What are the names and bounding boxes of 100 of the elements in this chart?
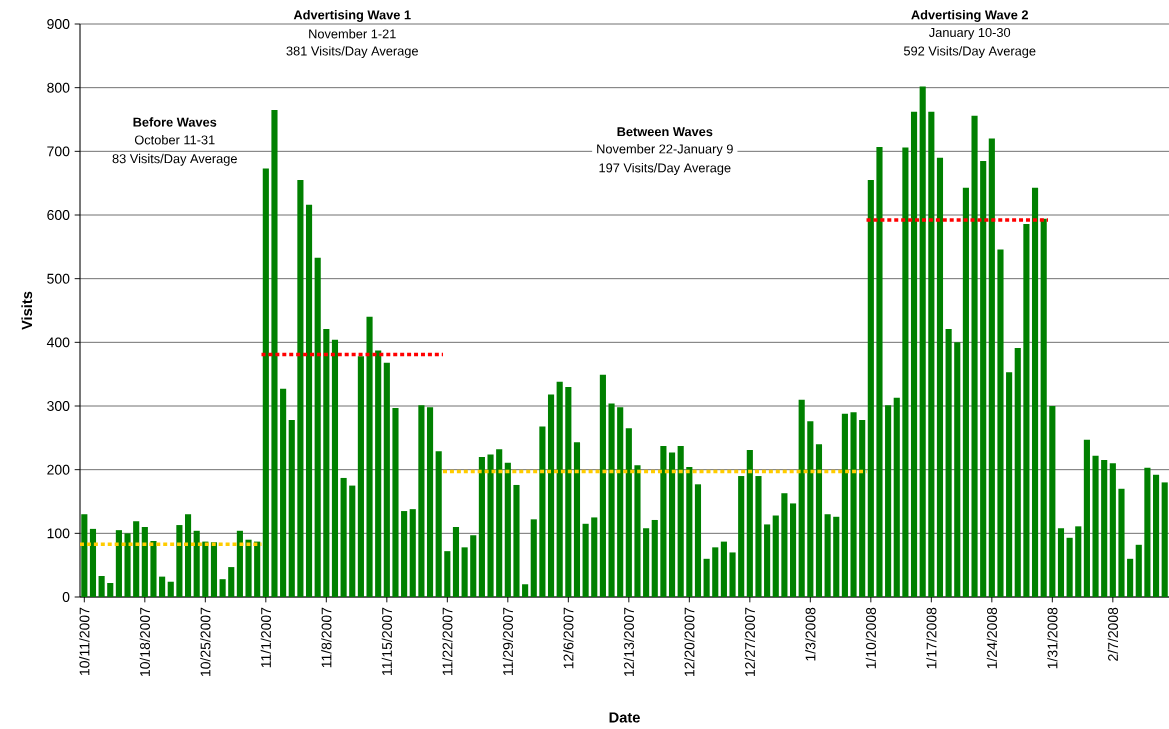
bar [383,362,390,597]
bar [885,405,892,597]
bar [167,581,174,597]
bar [1135,544,1142,597]
bar [366,316,373,597]
bar [107,583,114,597]
bar [297,179,304,597]
x-tick-label: 1/17/2008 [926,607,937,669]
bar [807,421,814,597]
y-tick-label: 100 [47,528,70,539]
bar [841,413,848,597]
bar [755,476,762,597]
bar [150,540,157,597]
x-tick-label: 1/3/2008 [805,607,816,661]
bar [478,456,485,597]
bar [547,394,555,597]
bar [988,138,995,597]
bar [210,542,218,597]
x-tick-label: 11/29/2007 [502,607,513,676]
bar [1040,218,1047,597]
bar [1066,537,1073,597]
bar [349,485,356,597]
bar [401,511,408,597]
bar [1092,455,1099,597]
bar [720,541,727,597]
annotation: November 1-21 [309,29,396,39]
bar [876,146,883,597]
bar [357,356,364,597]
bar [625,428,632,597]
bar [184,514,192,597]
bar [133,521,140,597]
bar [426,407,434,597]
x-tick-label: 10/11/2007 [79,607,90,676]
x-tick-label: 12/6/2007 [563,607,574,669]
bar [565,386,572,597]
bar [254,541,261,597]
annotation: 381 Visits/Day Average [286,46,418,59]
bar [159,576,166,597]
bar [1127,558,1134,597]
bar [323,328,330,597]
x-tick-label: 11/8/2007 [321,607,332,668]
annotation: 197 Visits/Day Average [599,163,731,175]
bar [340,477,347,597]
bar [245,539,252,597]
bar [392,407,399,597]
bar [539,426,546,597]
y-tick-label: 600 [47,210,70,220]
x-tick-label: 12/27/2007 [744,607,755,677]
bar [556,381,563,597]
bar [409,509,416,597]
bar [176,525,183,597]
bar [1144,467,1151,597]
annotation: 83 Visits/Day Average [112,153,237,166]
bar [280,388,287,597]
y-tick-label: 500 [47,273,70,284]
x-axis-title: Date [609,712,640,723]
annotation: November 22-January 9 [597,144,733,157]
bar [193,530,200,597]
bar [1057,528,1065,597]
bar [668,452,676,597]
bar [1101,460,1108,597]
bar [530,519,537,597]
bar [919,86,926,597]
bar [893,397,900,597]
bar [936,157,944,597]
bar [729,552,736,597]
bar [81,514,88,597]
bar [331,339,339,597]
x-tick-label: 1/24/2008 [986,607,997,669]
y-axis-title: Visits [21,291,33,330]
bar [496,449,503,597]
bar [738,476,745,597]
text: Advertising Wave 2 [911,10,1029,22]
bar [141,526,148,597]
bar [98,575,105,597]
bar [859,420,866,597]
bar [1049,406,1056,597]
bar [643,528,650,597]
x-tick-label: 10/18/2007 [139,607,150,677]
bar [954,342,961,597]
bar [591,517,598,597]
bar [89,528,97,597]
bar [617,407,624,597]
x-tick-label: 1/31/2008 [1047,607,1058,669]
bar [910,111,918,597]
bar [236,530,243,597]
x-tick-label: 11/22/2007 [442,607,453,676]
bar [1006,372,1013,597]
bar [1161,482,1168,597]
bar [789,503,797,597]
bar [1014,348,1021,597]
bar [928,111,935,597]
bar [1031,187,1039,597]
bar [1109,463,1116,597]
bar [971,115,978,597]
x-tick-label: 1/10/2008 [865,607,876,669]
x-tick-label: 2/7/2008 [1107,607,1118,661]
bar [202,541,209,597]
y-tick-label: 200 [47,464,70,475]
bar [945,328,952,597]
